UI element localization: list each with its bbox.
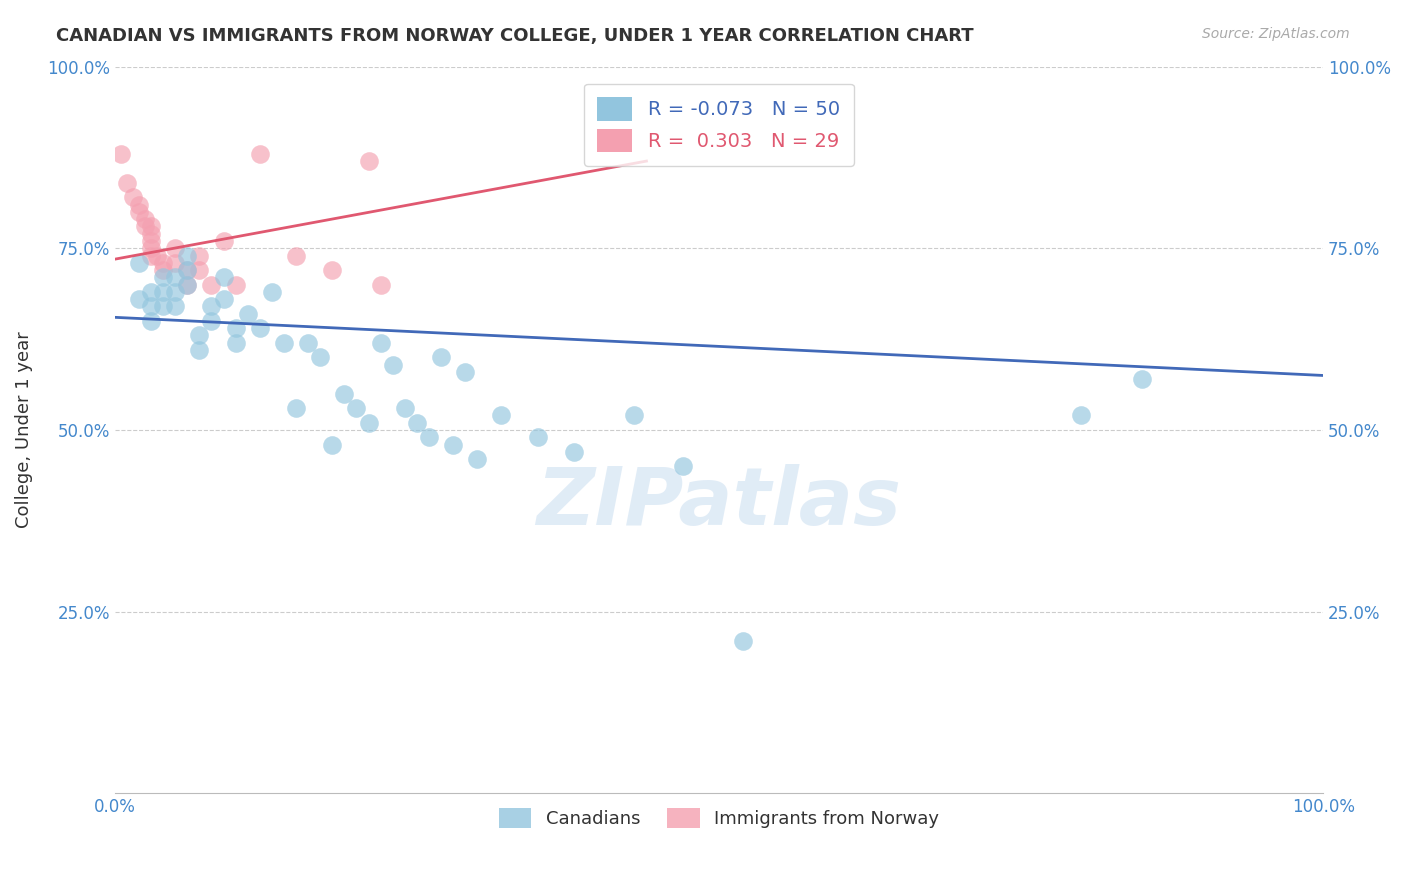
Point <box>225 277 247 292</box>
Point <box>110 146 132 161</box>
Point <box>115 176 138 190</box>
Point <box>139 241 162 255</box>
Point <box>188 343 211 357</box>
Point <box>176 277 198 292</box>
Point <box>165 256 187 270</box>
Point <box>212 234 235 248</box>
Point <box>165 285 187 299</box>
Point <box>139 300 162 314</box>
Point <box>165 241 187 255</box>
Legend: Canadians, Immigrants from Norway: Canadians, Immigrants from Norway <box>492 801 946 835</box>
Point <box>249 146 271 161</box>
Point <box>357 154 380 169</box>
Point <box>405 416 427 430</box>
Point <box>1070 409 1092 423</box>
Text: Source: ZipAtlas.com: Source: ZipAtlas.com <box>1202 27 1350 41</box>
Text: ZIPatlas: ZIPatlas <box>537 464 901 541</box>
Point <box>139 219 162 234</box>
Point <box>212 270 235 285</box>
Point <box>273 335 295 350</box>
Point <box>139 227 162 241</box>
Point <box>225 335 247 350</box>
Point <box>370 277 392 292</box>
Point <box>139 285 162 299</box>
Point <box>176 263 198 277</box>
Point <box>465 452 488 467</box>
Point <box>285 401 308 416</box>
Point <box>165 270 187 285</box>
Point <box>188 328 211 343</box>
Point <box>152 285 174 299</box>
Point <box>152 263 174 277</box>
Point <box>562 444 585 458</box>
Point <box>134 212 156 227</box>
Point <box>128 197 150 211</box>
Point <box>176 248 198 262</box>
Y-axis label: College, Under 1 year: College, Under 1 year <box>15 332 32 528</box>
Point <box>430 351 453 365</box>
Point <box>225 321 247 335</box>
Point <box>139 248 162 262</box>
Point <box>381 358 404 372</box>
Point <box>176 263 198 277</box>
Point <box>152 270 174 285</box>
Point <box>454 365 477 379</box>
Point <box>260 285 283 299</box>
Point <box>441 437 464 451</box>
Point <box>176 277 198 292</box>
Point <box>188 263 211 277</box>
Point <box>128 205 150 219</box>
Point <box>333 386 356 401</box>
Point <box>200 314 222 328</box>
Point <box>309 351 332 365</box>
Point <box>321 263 343 277</box>
Point <box>297 335 319 350</box>
Point <box>285 248 308 262</box>
Point <box>122 190 145 204</box>
Point <box>152 300 174 314</box>
Point <box>200 300 222 314</box>
Point <box>139 234 162 248</box>
Point <box>249 321 271 335</box>
Point <box>200 277 222 292</box>
Point <box>139 314 162 328</box>
Point <box>346 401 368 416</box>
Point <box>1130 372 1153 386</box>
Point <box>733 633 755 648</box>
Point <box>370 335 392 350</box>
Point <box>357 416 380 430</box>
Point <box>321 437 343 451</box>
Point <box>623 409 645 423</box>
Point <box>418 430 440 444</box>
Point <box>394 401 416 416</box>
Point <box>146 248 169 262</box>
Text: CANADIAN VS IMMIGRANTS FROM NORWAY COLLEGE, UNDER 1 YEAR CORRELATION CHART: CANADIAN VS IMMIGRANTS FROM NORWAY COLLE… <box>56 27 974 45</box>
Point <box>128 292 150 306</box>
Point <box>152 256 174 270</box>
Point <box>128 256 150 270</box>
Point <box>526 430 548 444</box>
Point <box>672 459 695 474</box>
Point <box>212 292 235 306</box>
Point <box>165 300 187 314</box>
Point <box>491 409 513 423</box>
Point <box>236 307 259 321</box>
Point <box>188 248 211 262</box>
Point <box>134 219 156 234</box>
